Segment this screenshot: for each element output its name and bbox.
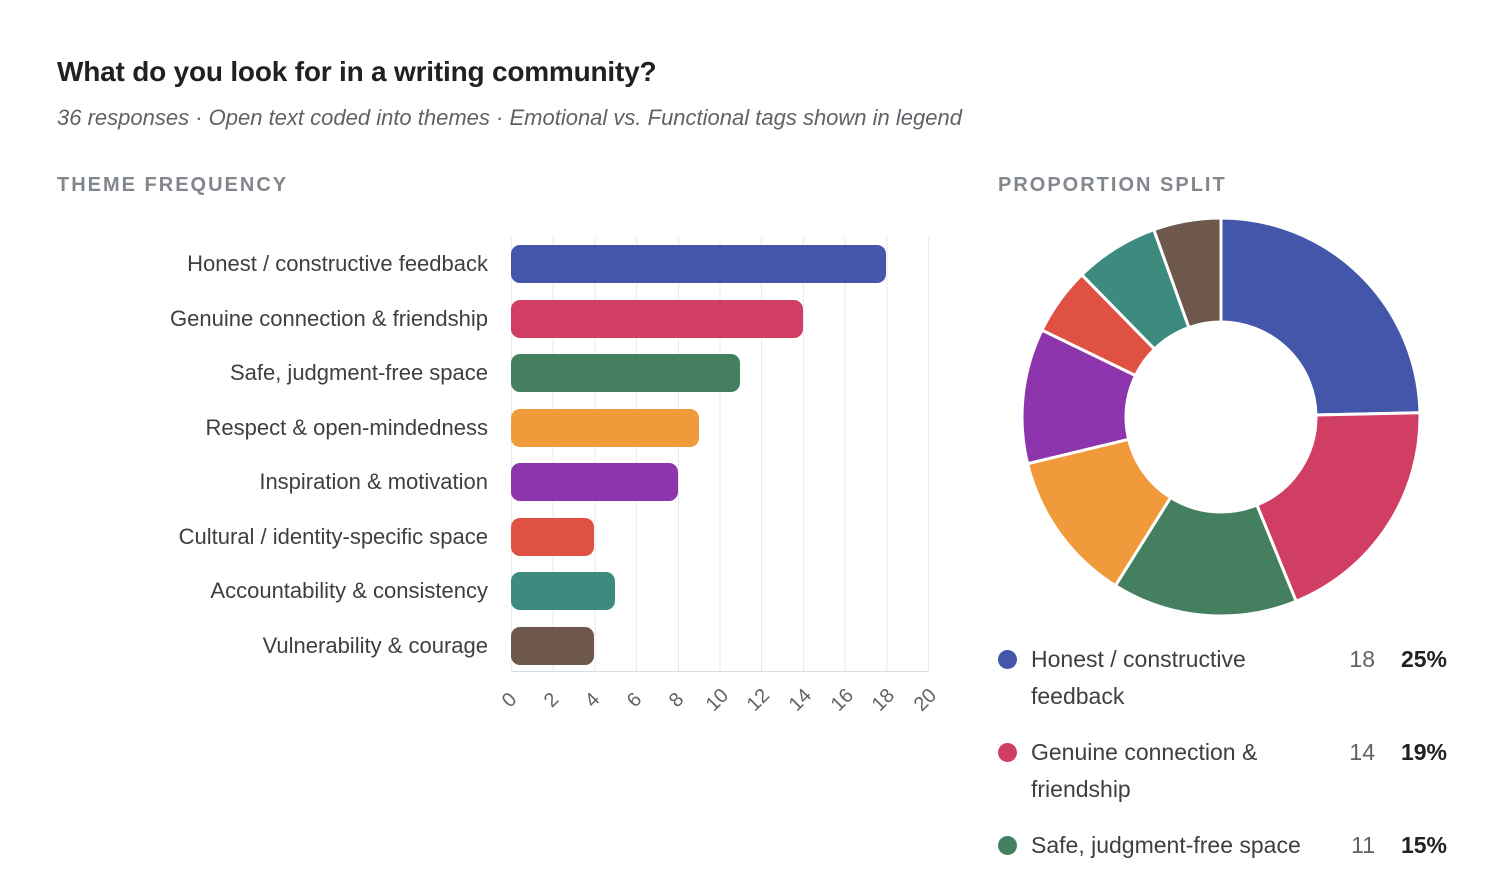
bar-row: Accountability & consistency [57,564,937,619]
x-axis-tick-label: 2 [539,688,563,712]
legend-percent: 25% [1400,646,1447,672]
bar [511,463,678,502]
bar [511,354,741,393]
bar-row: Honest / constructive feedback [57,237,937,292]
bar-category-label: Genuine connection & friendship [170,305,488,331]
x-axis-tick-label: 14 [784,684,816,716]
page-subtitle: 36 responses · Open text coded into them… [57,105,962,130]
bar-row: Inspiration & motivation [57,455,937,510]
x-axis-tick-label: 10 [701,684,733,716]
legend-color-dot [998,650,1017,669]
legend-label: Safe, judgment-free space [1031,832,1301,858]
bar-row: Safe, judgment-free space [57,346,937,401]
legend-count: 18 [1349,646,1375,672]
bar [511,299,803,338]
legend-percent: 15% [1400,832,1447,858]
x-axis-tick-labels: 0 2 4 6 8 10 12 14 16 18 20 [497,684,941,749]
x-axis-tick-label: 6 [622,688,647,712]
x-axis-tick-label: 16 [826,684,858,716]
x-axis-tick-label: 4 [581,688,605,712]
bar-rows: Honest / constructive feedback Genuine co… [57,237,937,673]
bar-row: Genuine connection & friendship [57,292,937,347]
donut-legend: Honest / constructive feedback 18 25% Genui… [998,641,1468,883]
donut-segment [1113,495,1299,618]
theme-frequency-bar-chart: Honest / constructive feedback Genuine co… [57,237,937,673]
donut-segment [1254,411,1422,604]
donut-chart-section-title: PROPORTION SPLIT [998,174,1227,196]
bar [511,408,699,447]
page-title: What do you look for in a writing commun… [57,56,657,87]
bar [511,517,595,556]
bar-track [511,626,595,665]
bar-track [511,299,803,338]
bar-category-label: Respect & open-mindedness [205,414,489,440]
legend-percent: 19% [1400,739,1447,765]
bar-track [511,517,595,556]
bar-category-label: Cultural / identity-specific space [178,523,488,549]
bar-track [511,354,741,393]
x-axis-tick-label: 20 [909,684,942,716]
legend-color-dot [998,743,1017,762]
x-axis-tick-label: 0 [497,688,522,712]
legend-row: Genuine connection & friendship 14 19% [998,734,1468,808]
legend-row: Safe, judgment-free space 11 15% [998,827,1468,864]
bar [511,572,616,611]
bar-row: Respect & open-mindedness [57,401,937,456]
legend-color-dot [998,836,1017,855]
donut-segment [1219,216,1422,417]
bar-chart-section-title: THEME FREQUENCY [57,174,289,196]
x-axis-tick-label: 18 [868,684,900,716]
legend-count: 11 [1351,832,1375,858]
legend-label: Honest / constructive feedback [1031,646,1246,709]
bar-category-label: Accountability & consistency [210,578,488,604]
bar-category-label: Safe, judgment-free space [229,360,488,386]
bar [511,626,595,665]
legend-row: Honest / constructive feedback 18 25% [998,641,1468,715]
bar-category-label: Honest / constructive feedback [187,251,488,277]
legend-label: Genuine connection & friendship [1031,739,1258,802]
bar-track [511,463,678,502]
bar-row: Vulnerability & courage [57,619,937,674]
bar-category-label: Vulnerability & courage [262,632,488,658]
bar-track [511,572,616,611]
proportion-split-donut-chart [1020,216,1422,618]
bar [511,245,887,284]
bar-track [511,408,699,447]
bar-track [511,245,887,284]
legend-count: 14 [1349,739,1375,765]
bar-category-label: Inspiration & motivation [259,469,488,495]
donut-segment [1151,216,1223,330]
x-axis-tick-label: 12 [742,684,775,716]
bar-row: Cultural / identity-specific space [57,510,937,565]
x-axis-tick-label: 8 [664,688,689,712]
